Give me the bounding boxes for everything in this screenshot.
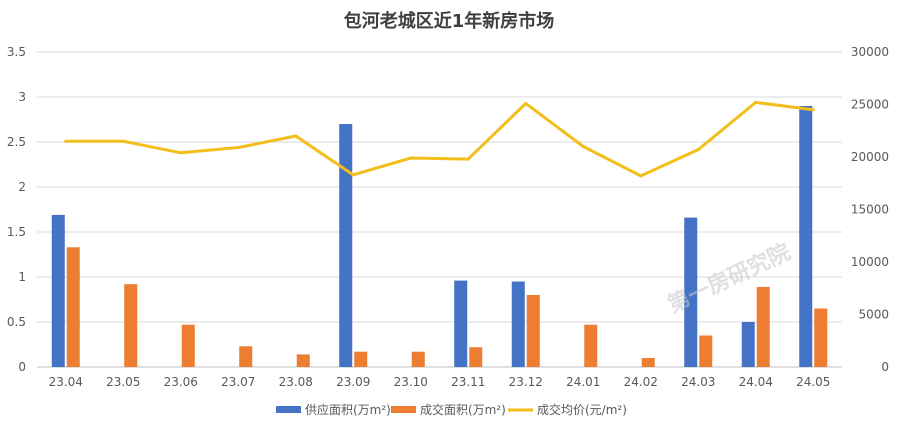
y-left-tick-label: 2.5 — [7, 135, 26, 149]
x-tick-label: 24.04 — [739, 375, 773, 389]
x-tick-label: 23.06 — [164, 375, 198, 389]
y-left-tick-label: 1.5 — [7, 225, 26, 239]
y-left-tick-label: 3 — [18, 90, 26, 104]
avg-price-point — [639, 174, 643, 178]
sales-area-bar — [411, 351, 425, 367]
avg-price-point — [524, 101, 528, 105]
gridlines — [37, 51, 842, 368]
avg-price-point — [696, 148, 700, 152]
price-line — [64, 100, 815, 178]
x-tick-label: 23.08 — [279, 375, 313, 389]
sales-area-bar — [66, 247, 80, 367]
y-right-axis: 0 5000 10000 15000 20000 25000 30000 — [851, 45, 889, 374]
sales-area-bar — [239, 346, 253, 367]
watermark-text: 第一房研究院 — [664, 239, 795, 318]
avg-price-point — [754, 100, 758, 104]
legend-label: 供应面积(万m²) — [305, 402, 391, 417]
sales-area-bar — [641, 358, 655, 367]
legend: 供应面积(万m²) 成交面积(万m²) 成交均价(元/m²) — [276, 402, 627, 417]
y-right-tick-label: 15000 — [851, 203, 889, 217]
legend-swatch — [391, 406, 416, 413]
y-right-tick-label: 10000 — [851, 255, 889, 269]
sales-area-bar — [181, 324, 195, 367]
avg-price-point — [236, 146, 240, 150]
y-left-tick-label: 1 — [18, 270, 26, 284]
x-tick-label: 24.05 — [796, 375, 830, 389]
y-left-tick-label: 3.5 — [7, 45, 26, 59]
x-tick-label: 23.10 — [394, 375, 428, 389]
avg-price-point — [64, 139, 68, 143]
x-tick-label: 23.12 — [509, 375, 543, 389]
legend-swatch — [276, 406, 301, 413]
supply-area-bar — [511, 281, 525, 367]
chart-title: 包河老城区近1年新房市场 — [344, 10, 555, 32]
sales-area-bar — [296, 354, 310, 367]
y-left-axis: 0 0.5 1 1.5 2 2.5 3 3.5 — [7, 45, 26, 374]
sales-area-bar — [814, 308, 828, 367]
x-tick-label: 23.05 — [106, 375, 140, 389]
bars — [51, 106, 828, 367]
avg-price-line — [65, 100, 814, 178]
y-right-tick-label: 5000 — [858, 308, 889, 322]
x-tick-label: 23.09 — [336, 375, 370, 389]
avg-price-point — [121, 139, 125, 143]
x-tick-label: 23.07 — [221, 375, 255, 389]
y-right-tick-label: 25000 — [851, 98, 889, 112]
sales-area-bar — [354, 351, 368, 367]
y-left-tick-label: 0 — [18, 360, 26, 374]
x-axis: 23.04 23.05 23.06 23.07 23.08 23.09 23.10 23.11… — [49, 375, 831, 389]
avg-price-point — [351, 173, 355, 177]
x-tick-label: 23.04 — [49, 375, 83, 389]
legend-label: 成交面积(万m²) — [420, 402, 506, 417]
x-tick-label: 24.03 — [681, 375, 715, 389]
y-left-tick-label: 0.5 — [7, 315, 26, 329]
avg-price-point — [294, 134, 298, 138]
y-left-tick-label: 2 — [18, 180, 26, 194]
avg-price-point — [811, 108, 815, 112]
y-right-tick-label: 20000 — [851, 150, 889, 164]
sales-area-bar — [469, 347, 483, 367]
supply-area-bar — [339, 124, 353, 367]
sales-area-bar — [526, 295, 540, 367]
avg-price-point — [466, 157, 470, 161]
avg-price-point — [409, 156, 413, 160]
supply-area-bar — [454, 280, 468, 367]
x-tick-label: 24.01 — [566, 375, 600, 389]
supply-area-bar — [684, 217, 698, 367]
supply-area-bar — [51, 214, 65, 367]
x-tick-label: 23.11 — [451, 375, 485, 389]
y-right-tick-label: 0 — [881, 360, 889, 374]
avg-price-point — [179, 151, 183, 155]
avg-price-point — [581, 145, 585, 148]
sales-area-bar — [584, 324, 598, 367]
sales-area-bar — [756, 286, 770, 367]
sales-area-bar — [699, 335, 713, 367]
x-tick-label: 24.02 — [624, 375, 658, 389]
y-right-tick-label: 30000 — [851, 45, 889, 59]
legend-label: 成交均价(元/m²) — [537, 402, 627, 417]
supply-area-bar — [741, 322, 755, 367]
sales-area-bar — [124, 284, 138, 367]
supply-area-bar — [799, 106, 813, 367]
